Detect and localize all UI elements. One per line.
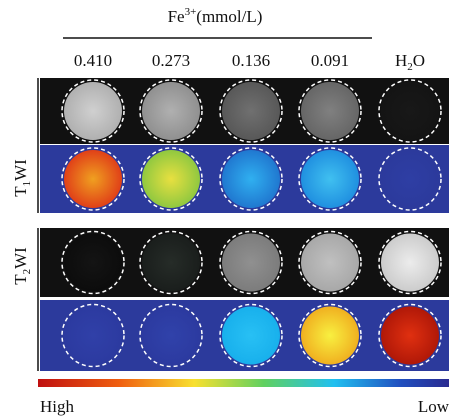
header: Fe3+(mmol/L) (168, 6, 263, 26)
sample (142, 234, 200, 292)
row-tail: WI (11, 159, 30, 181)
sample (142, 150, 200, 208)
sample (142, 82, 200, 140)
row-tail: WI (11, 247, 30, 269)
sample (301, 234, 359, 292)
row-label: T2WI (11, 247, 33, 285)
row-base: T (11, 274, 30, 285)
sample (222, 234, 280, 292)
sample (381, 150, 439, 208)
page: Fe3+(mmol/L) H2O High Low 0.410 0.273 0.13… (0, 0, 451, 419)
sample (64, 150, 122, 208)
sample (301, 150, 359, 208)
sample (222, 307, 280, 365)
water-tail: O (413, 51, 425, 70)
sample (64, 307, 122, 365)
column-label: 0.136 (232, 51, 270, 70)
panels (40, 78, 449, 371)
water-base: H (395, 51, 407, 70)
row-base: T (11, 186, 30, 197)
water-label: H2O (395, 51, 425, 73)
sample (64, 234, 122, 292)
header-base: Fe (168, 7, 185, 26)
header-tail: (mmol/L) (196, 7, 262, 26)
sample (142, 307, 200, 365)
figure: Fe3+(mmol/L) H2O High Low 0.410 0.273 0.13… (0, 0, 451, 419)
sample (381, 82, 439, 140)
sample (381, 234, 439, 292)
sample (222, 150, 280, 208)
sample (381, 307, 439, 365)
sample (301, 82, 359, 140)
sample (64, 82, 122, 140)
sample (222, 82, 280, 140)
column-label: 0.410 (74, 51, 112, 70)
scale-high: High (40, 397, 75, 416)
scale-low: Low (418, 397, 450, 416)
column-label: 0.091 (311, 51, 349, 70)
header-sup: 3+ (185, 6, 197, 18)
sample (301, 307, 359, 365)
row-label: T1WI (11, 159, 33, 197)
color-bar (38, 379, 449, 387)
column-label: 0.273 (152, 51, 190, 70)
